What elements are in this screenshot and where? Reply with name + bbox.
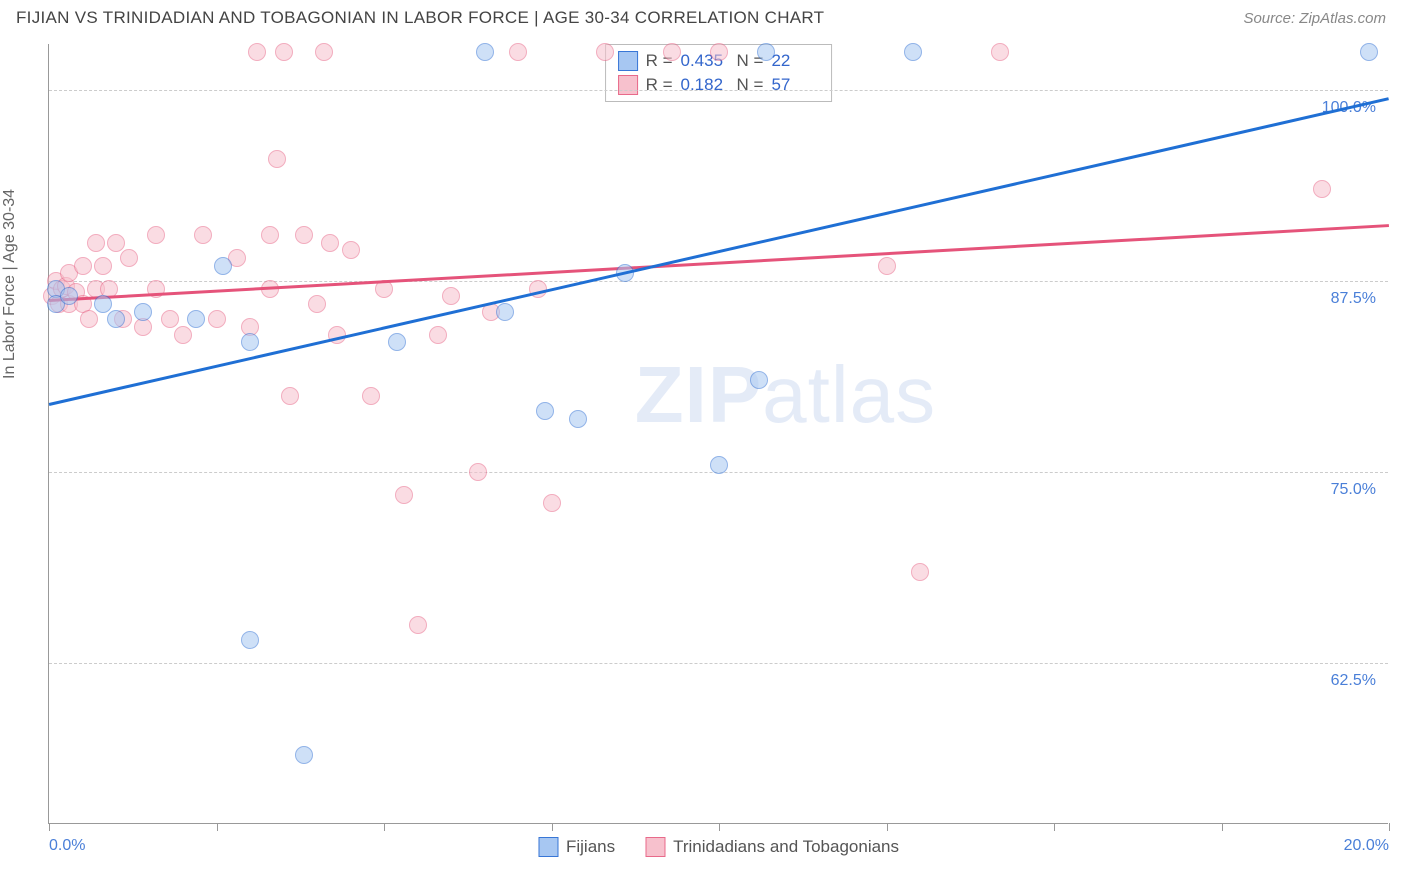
scatter-point-fijians — [214, 257, 232, 275]
legend-square-fijians-icon — [538, 837, 558, 857]
x-tick — [1222, 823, 1223, 831]
scatter-point-trin — [275, 43, 293, 61]
n-label: N = — [737, 75, 764, 95]
scatter-point-trin — [509, 43, 527, 61]
legend-item-fijians: Fijians — [538, 837, 615, 857]
scatter-point-trin — [295, 226, 313, 244]
scatter-point-fijians — [134, 303, 152, 321]
x-tick-label: 0.0% — [49, 837, 85, 855]
scatter-point-fijians — [750, 371, 768, 389]
scatter-point-trin — [596, 43, 614, 61]
bottom-legend: Fijians Trinidadians and Tobagonians — [538, 837, 899, 857]
scatter-point-fijians — [1360, 43, 1378, 61]
scatter-point-trin — [161, 310, 179, 328]
scatter-point-trin — [710, 43, 728, 61]
legend-square-trin-icon — [645, 837, 665, 857]
scatter-point-fijians — [710, 456, 728, 474]
scatter-point-trin — [87, 234, 105, 252]
x-tick — [887, 823, 888, 831]
x-tick-label: 20.0% — [1344, 837, 1389, 855]
scatter-point-trin — [147, 226, 165, 244]
source-attribution: Source: ZipAtlas.com — [1243, 10, 1386, 27]
r-value-trin: 0.182 — [681, 75, 729, 95]
scatter-point-fijians — [904, 43, 922, 61]
scatter-point-fijians — [187, 310, 205, 328]
x-tick — [1054, 823, 1055, 831]
scatter-point-fijians — [60, 287, 78, 305]
scatter-point-trin — [261, 226, 279, 244]
gridline — [49, 663, 1388, 664]
scatter-point-trin — [878, 257, 896, 275]
scatter-point-trin — [911, 563, 929, 581]
trendline-fijians — [49, 98, 1390, 406]
x-tick — [719, 823, 720, 831]
x-tick — [384, 823, 385, 831]
scatter-point-fijians — [295, 746, 313, 764]
y-tick-label: 87.5% — [1331, 290, 1376, 308]
scatter-point-trin — [409, 616, 427, 634]
watermark-bold: ZIP — [635, 350, 762, 439]
scatter-point-trin — [194, 226, 212, 244]
scatter-point-trin — [281, 387, 299, 405]
trendline-trin — [49, 224, 1389, 301]
scatter-point-trin — [1313, 180, 1331, 198]
chart-title: FIJIAN VS TRINIDADIAN AND TOBAGONIAN IN … — [16, 8, 824, 28]
scatter-point-fijians — [476, 43, 494, 61]
scatter-point-fijians — [569, 410, 587, 428]
gridline — [49, 281, 1388, 282]
scatter-point-trin — [543, 494, 561, 512]
x-tick — [49, 823, 50, 831]
watermark-rest: atlas — [762, 350, 936, 439]
legend-square-fijians-icon — [618, 51, 638, 71]
legend-square-trin-icon — [618, 75, 638, 95]
scatter-point-fijians — [496, 303, 514, 321]
watermark: ZIPatlas — [635, 349, 936, 441]
scatter-point-fijians — [94, 295, 112, 313]
scatter-point-trin — [120, 249, 138, 267]
scatter-point-trin — [469, 463, 487, 481]
scatter-point-trin — [74, 257, 92, 275]
scatter-point-trin — [429, 326, 447, 344]
scatter-point-fijians — [241, 631, 259, 649]
scatter-point-trin — [395, 486, 413, 504]
scatter-point-trin — [94, 257, 112, 275]
scatter-point-trin — [208, 310, 226, 328]
scatter-point-trin — [80, 310, 98, 328]
n-value-fijians: 22 — [771, 51, 819, 71]
r-label: R = — [646, 75, 673, 95]
stats-row-trin: R = 0.182 N = 57 — [618, 73, 820, 97]
x-tick — [217, 823, 218, 831]
scatter-point-trin — [991, 43, 1009, 61]
scatter-point-trin — [663, 43, 681, 61]
gridline — [49, 90, 1388, 91]
x-tick — [1389, 823, 1390, 831]
scatter-point-fijians — [388, 333, 406, 351]
scatter-point-fijians — [107, 310, 125, 328]
scatter-point-trin — [248, 43, 266, 61]
y-tick-label: 75.0% — [1331, 481, 1376, 499]
scatter-point-trin — [321, 234, 339, 252]
y-tick-label: 62.5% — [1331, 672, 1376, 690]
legend-label-fijians: Fijians — [566, 837, 615, 857]
x-tick — [552, 823, 553, 831]
scatter-point-fijians — [241, 333, 259, 351]
scatter-point-trin — [342, 241, 360, 259]
scatter-point-trin — [315, 43, 333, 61]
legend-label-trin: Trinidadians and Tobagonians — [673, 837, 899, 857]
scatter-point-fijians — [757, 43, 775, 61]
scatter-point-trin — [268, 150, 286, 168]
scatter-point-trin — [107, 234, 125, 252]
scatter-point-trin — [362, 387, 380, 405]
scatter-point-trin — [174, 326, 192, 344]
n-value-trin: 57 — [771, 75, 819, 95]
scatter-chart: ZIPatlas R = 0.435 N = 22 R = 0.182 N = … — [48, 44, 1388, 824]
scatter-point-trin — [442, 287, 460, 305]
scatter-point-fijians — [536, 402, 554, 420]
y-axis-label: In Labor Force | Age 30-34 — [1, 189, 19, 379]
legend-item-trin: Trinidadians and Tobagonians — [645, 837, 899, 857]
scatter-point-trin — [308, 295, 326, 313]
